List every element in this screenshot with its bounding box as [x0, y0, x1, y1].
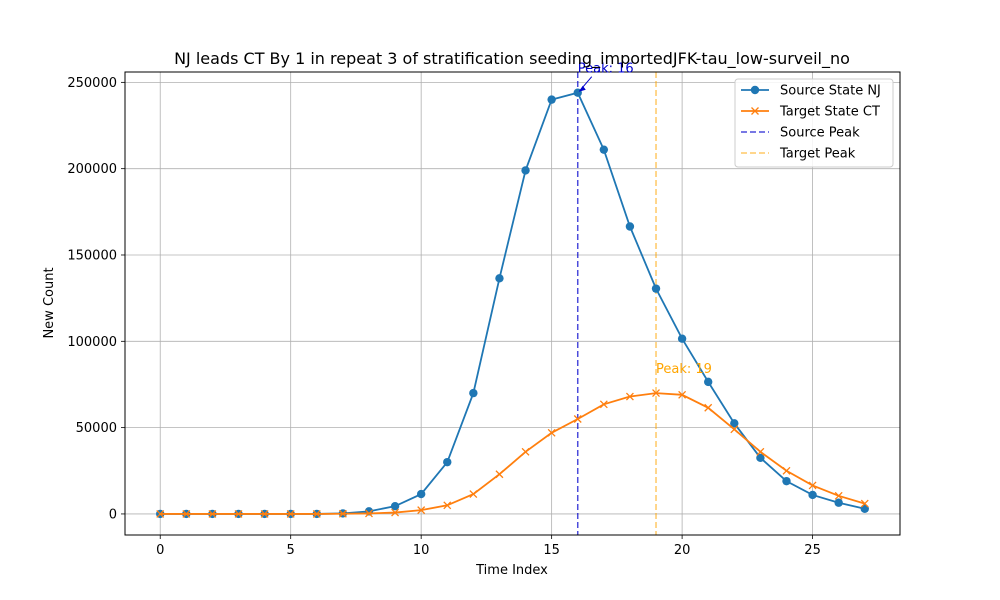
data-point	[651, 284, 661, 293]
data-point	[521, 447, 530, 456]
data-point	[625, 392, 634, 401]
data-point	[417, 506, 426, 515]
data-point	[495, 274, 504, 283]
data-point	[338, 509, 347, 518]
annotation-arrowhead	[578, 85, 586, 92]
data-point	[704, 377, 713, 387]
x-tick-label: 25	[804, 543, 821, 558]
data-point	[652, 389, 660, 398]
y-tick-label: 0	[109, 507, 117, 522]
data-point	[469, 388, 478, 398]
data-point	[808, 481, 817, 490]
legend-entry: Target State CT	[741, 105, 880, 120]
series-line	[160, 392, 866, 515]
legend-entry: Source Peak	[741, 126, 860, 141]
data-point	[730, 419, 739, 428]
x-tick-label: 15	[543, 543, 560, 558]
legend-box	[734, 78, 894, 168]
data-point	[782, 466, 791, 475]
legend-label: Target State CT	[779, 105, 880, 120]
peak-annotation: Peak: 19	[656, 362, 712, 377]
y-tick-label: 50000	[76, 421, 117, 436]
data-point	[443, 457, 452, 467]
data-point	[599, 145, 609, 154]
data-point	[860, 504, 869, 513]
series	[156, 389, 869, 518]
legend-marker	[750, 85, 760, 95]
legend-marker	[751, 107, 759, 115]
data-point	[677, 334, 687, 343]
data-point	[234, 509, 243, 518]
data-point	[521, 166, 530, 175]
legend-label: Target Peak	[779, 147, 856, 162]
legend-label: Source Peak	[780, 126, 860, 141]
axis-ticks: 0 5 10 15 20 25 0 50000 100000 150000 200000 250000	[67, 76, 820, 558]
data-point	[495, 470, 504, 479]
data-point	[156, 509, 165, 518]
peak-annotation: Peak: 16	[578, 62, 634, 77]
x-tick-label: 20	[674, 543, 691, 558]
y-tick-label: 250000	[67, 76, 117, 91]
annotations: Peak: 16 Peak: 19	[578, 62, 712, 377]
data-point	[182, 509, 191, 518]
y-tick-label: 100000	[67, 335, 117, 350]
data-point	[834, 498, 843, 507]
data-point	[312, 509, 321, 518]
data-point	[808, 490, 817, 500]
data-point	[730, 425, 739, 434]
x-axis-label: Time Index	[475, 563, 548, 578]
data-point	[469, 490, 478, 499]
legend-entry: Target Peak	[741, 147, 856, 162]
data-point	[286, 509, 295, 518]
data-point	[416, 489, 426, 499]
data-point	[573, 415, 582, 423]
data-point	[599, 400, 608, 409]
y-axis-label: New Count	[42, 267, 57, 338]
grid	[125, 72, 900, 535]
data-point	[365, 509, 373, 518]
chart-title: NJ leads CT By 1 in repeat 3 of stratifi…	[174, 49, 850, 69]
data-point	[547, 428, 556, 437]
data-point	[678, 390, 687, 399]
x-tick-label: 0	[156, 543, 164, 558]
data-point	[260, 509, 269, 518]
data-point	[208, 509, 217, 518]
data-point	[860, 499, 869, 508]
data-point	[443, 501, 452, 510]
y-tick-label: 150000	[67, 248, 117, 263]
legend: Source State NJ Target State CT Source Pea…	[734, 78, 894, 168]
data-point	[834, 491, 843, 500]
data-point	[547, 95, 556, 104]
data-point	[625, 222, 635, 231]
data-point	[391, 508, 400, 517]
x-tick-label: 10	[413, 543, 430, 558]
x-tick-label: 5	[287, 543, 295, 558]
data-point	[390, 501, 400, 511]
plot-frame	[124, 71, 901, 536]
data-point	[756, 447, 765, 456]
legend-label: Source State NJ	[780, 84, 881, 99]
data-point	[756, 453, 765, 463]
legend-entry: Source State NJ	[741, 84, 881, 99]
data-point	[782, 476, 791, 486]
peak-lines	[576, 72, 657, 535]
y-tick-label: 200000	[67, 162, 117, 177]
series-layer	[156, 88, 869, 519]
data-point	[704, 403, 713, 412]
